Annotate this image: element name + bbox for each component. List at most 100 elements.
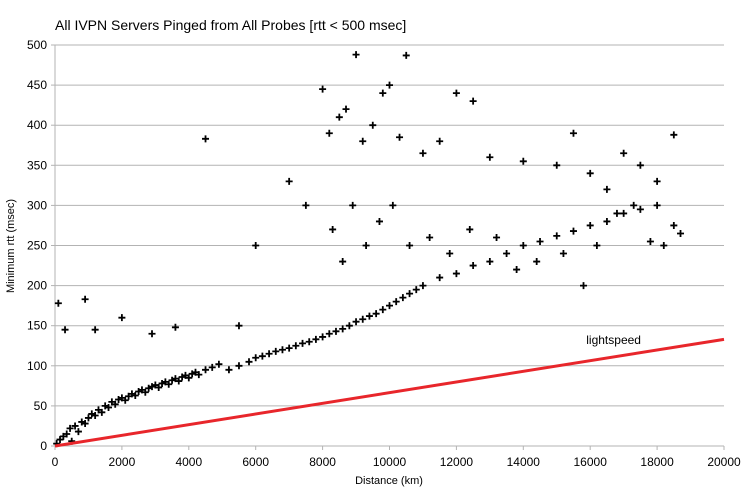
data-point [419, 282, 427, 290]
data-point [406, 290, 414, 298]
y-axis-ticks: 0 50 100 150 200 250 300 350 400 450 500 [27, 38, 55, 453]
data-point [265, 350, 273, 358]
y-tick-label: 250 [27, 239, 47, 253]
data-point [61, 326, 69, 334]
data-point [446, 250, 454, 258]
data-point [569, 129, 577, 137]
data-point [503, 250, 511, 258]
y-tick-label: 50 [34, 399, 48, 413]
data-point [359, 137, 367, 145]
data-point [653, 177, 661, 185]
data-point [98, 408, 106, 416]
data-point [111, 400, 119, 408]
data-point [375, 217, 383, 225]
data-point [466, 225, 474, 233]
data-point [620, 209, 628, 217]
data-point [569, 227, 577, 235]
data-point [513, 266, 521, 274]
data-point [91, 412, 99, 420]
data-point [536, 237, 544, 245]
data-point [63, 430, 71, 438]
data-point [365, 312, 373, 320]
data-point [436, 137, 444, 145]
data-point [202, 135, 210, 143]
chart-title: All IVPN Servers Pinged from All Probes … [55, 17, 406, 33]
data-point [185, 374, 193, 382]
data-point [359, 315, 367, 323]
data-point [165, 380, 173, 388]
data-point [105, 404, 113, 412]
x-axis-ticks: 0 2000 4000 6000 8000 10000 12000 14000 16000 180… [52, 446, 741, 469]
data-point [586, 221, 594, 229]
data-point [372, 310, 380, 318]
data-point [412, 286, 420, 294]
data-point [319, 333, 327, 341]
data-point [630, 201, 638, 209]
data-point [469, 262, 477, 270]
data-point [225, 366, 233, 374]
data-point [235, 362, 243, 370]
data-point [292, 342, 300, 350]
data-point [379, 89, 387, 97]
data-point [299, 339, 307, 347]
data-point [66, 424, 74, 432]
x-tick-label: 4000 [175, 455, 202, 469]
data-point [670, 131, 678, 139]
data-point [71, 422, 79, 430]
data-point [325, 330, 333, 338]
data-point [342, 105, 350, 113]
data-point [653, 201, 661, 209]
data-point [215, 360, 223, 368]
data-point [426, 233, 434, 241]
data-point [81, 295, 89, 303]
data-point [84, 414, 92, 422]
data-point [603, 217, 611, 225]
y-tick-label: 350 [27, 158, 47, 172]
data-point [386, 81, 393, 89]
data-point [339, 325, 347, 333]
data-point [533, 258, 541, 266]
data-point [208, 363, 216, 371]
data-point [148, 330, 156, 338]
data-point [660, 242, 668, 249]
data-point [245, 358, 253, 366]
data-point [252, 354, 260, 362]
y-tick-label: 450 [27, 78, 47, 92]
data-point [519, 157, 527, 165]
data-point [452, 270, 460, 278]
gridlines [55, 44, 724, 447]
data-point [399, 294, 407, 302]
x-tick-label: 12000 [440, 455, 474, 469]
data-point [362, 242, 370, 249]
lightspeed-line [54, 337, 725, 448]
data-point [469, 97, 477, 105]
data-point [593, 242, 601, 249]
data-point [636, 205, 644, 213]
data-point [278, 346, 286, 354]
data-point [389, 201, 397, 209]
data-point [379, 306, 387, 314]
data-point [175, 377, 183, 385]
data-point [74, 428, 82, 436]
data-point [486, 258, 494, 266]
data-point [335, 113, 343, 121]
x-tick-label: 0 [52, 455, 59, 469]
data-point [402, 51, 410, 59]
data-point [118, 314, 126, 322]
data-point [406, 242, 414, 249]
x-tick-label: 14000 [507, 455, 541, 469]
data-point [141, 388, 149, 396]
data-point [272, 347, 280, 355]
data-point [121, 396, 129, 404]
x-tick-label: 10000 [373, 455, 407, 469]
y-axis-label: Minimum rtt (msec) [5, 199, 17, 293]
data-point [452, 89, 460, 97]
data-point [436, 274, 444, 282]
data-point [349, 201, 357, 209]
data-point [131, 391, 139, 399]
data-point [586, 169, 594, 177]
data-point [258, 352, 266, 360]
data-point [419, 149, 427, 157]
data-point [345, 322, 353, 330]
x-tick-label: 6000 [242, 455, 269, 469]
